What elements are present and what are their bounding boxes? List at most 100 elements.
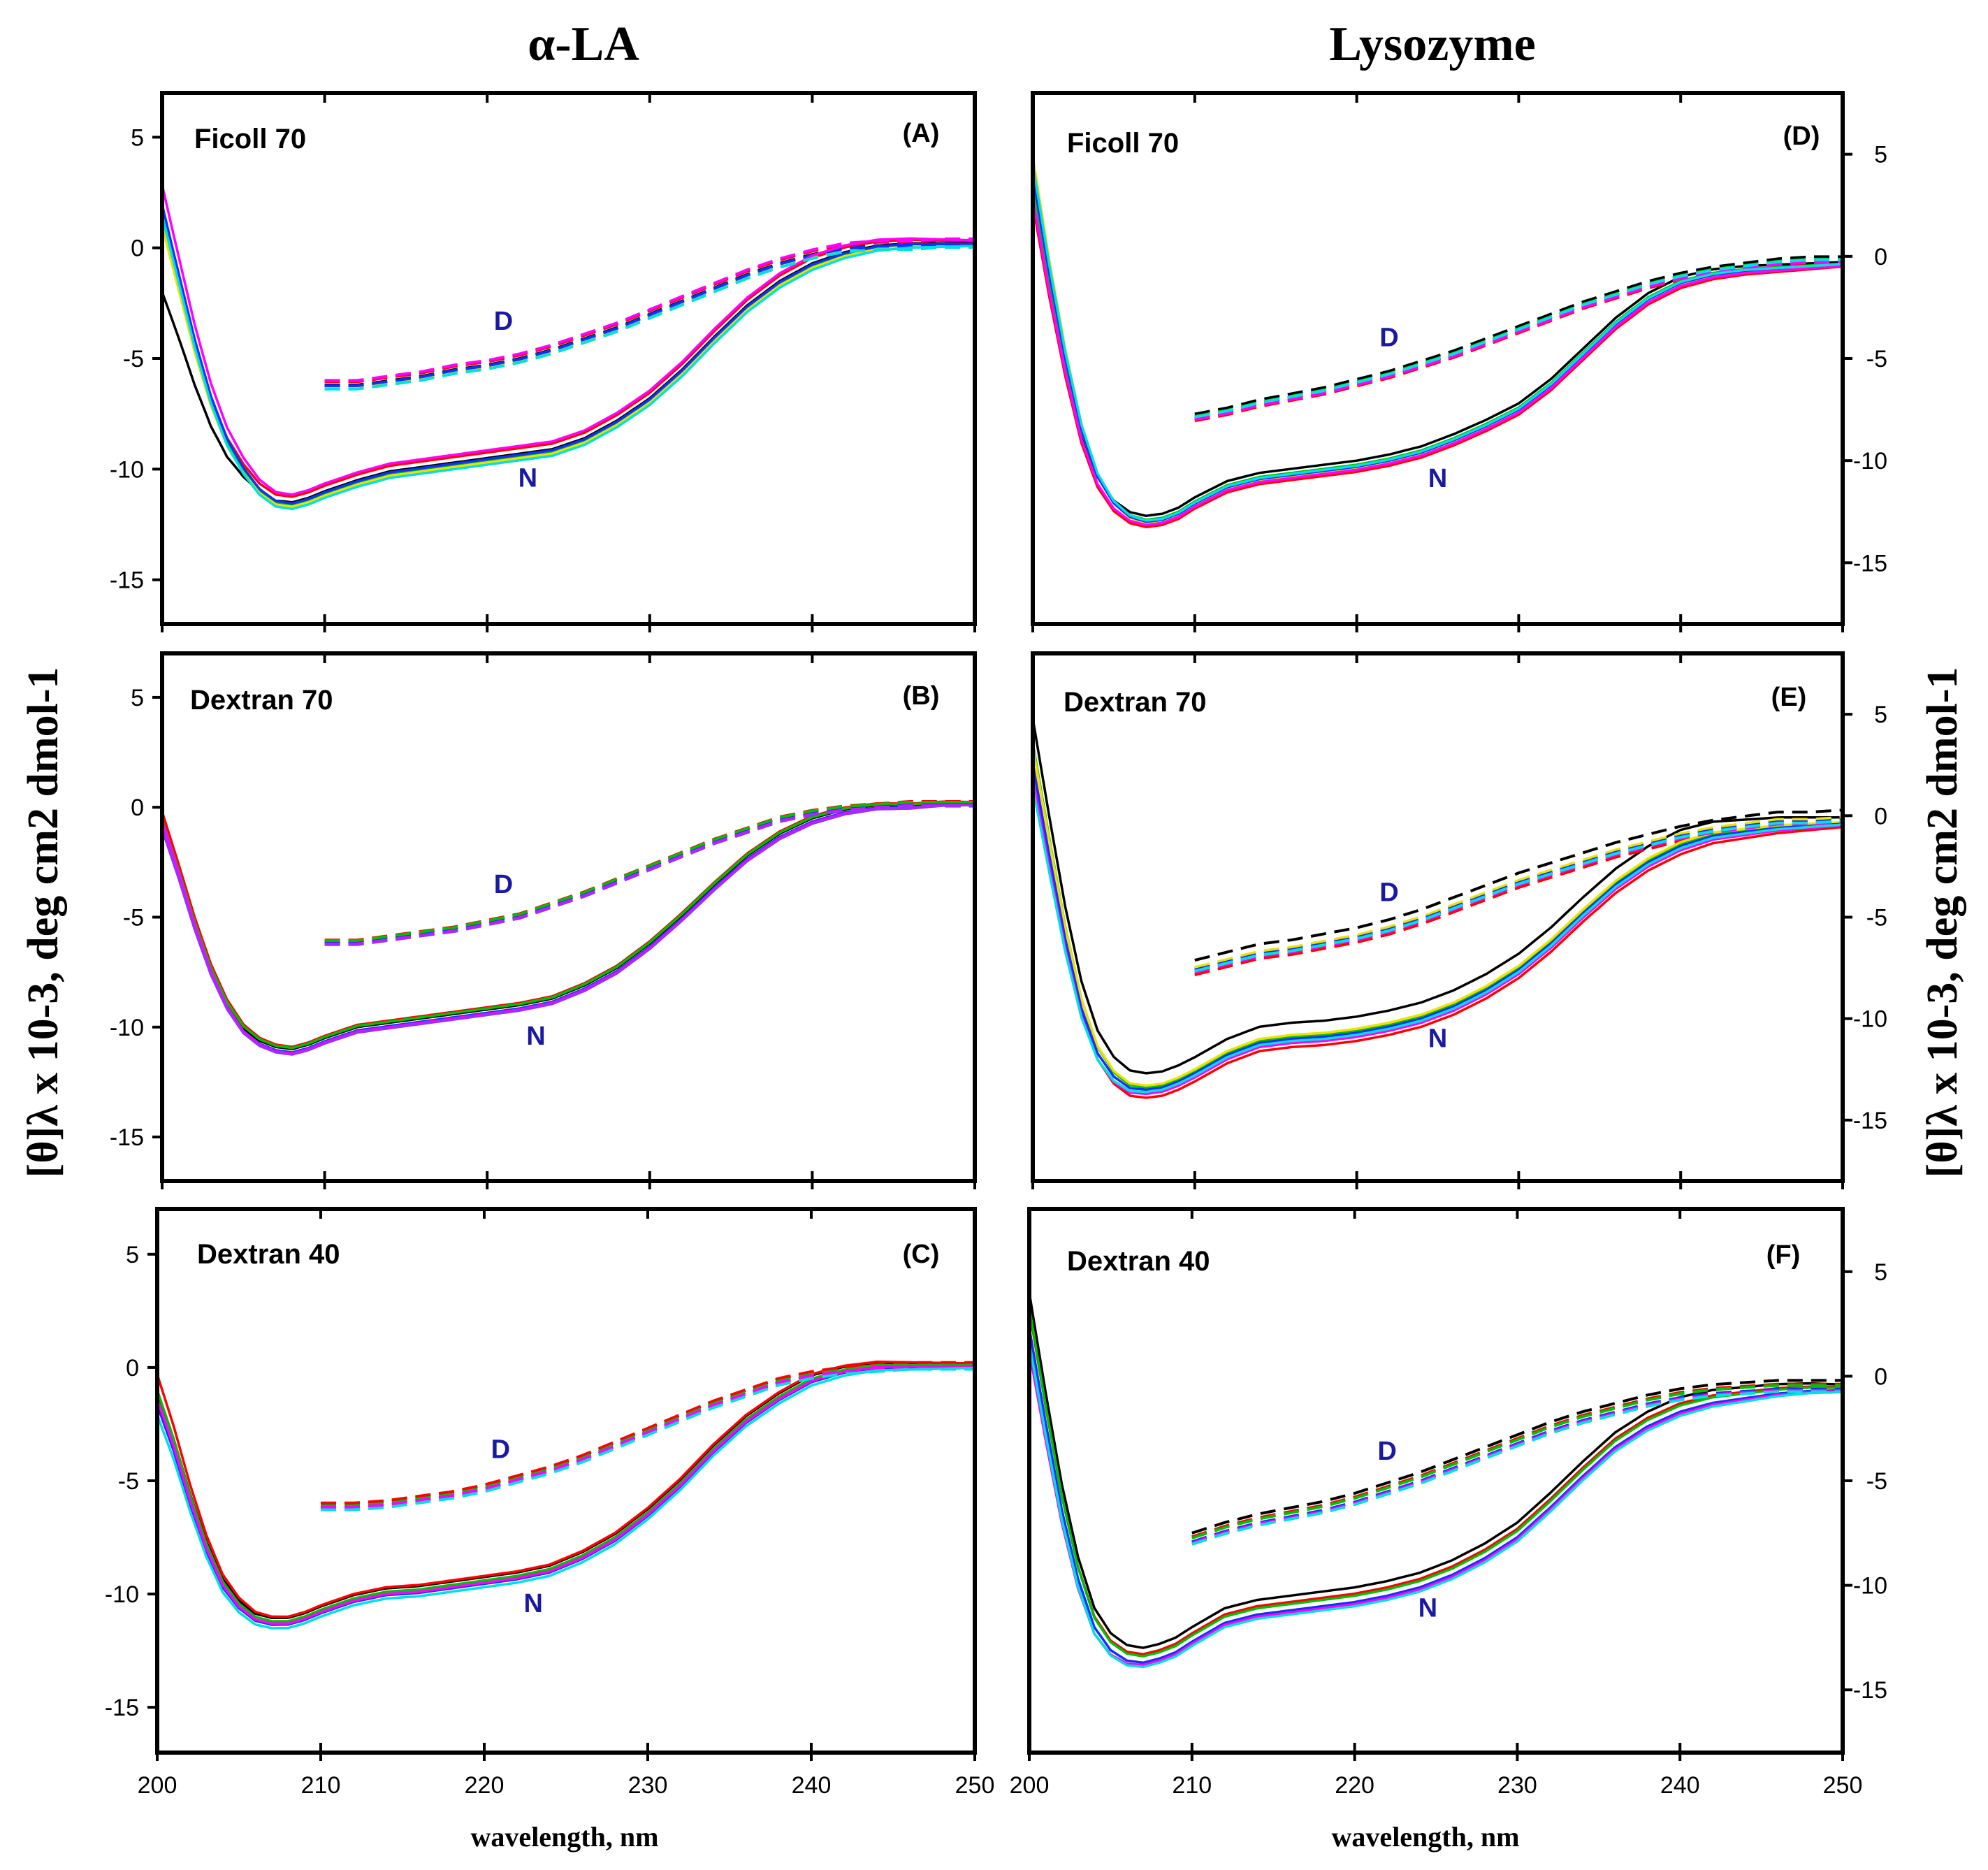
native-curve-cyan bbox=[1029, 1342, 1843, 1669]
y-tick-label: -5 bbox=[123, 346, 144, 372]
y-tick-label: -10 bbox=[110, 1015, 144, 1041]
panel-frame bbox=[1027, 1207, 1845, 1755]
denatured-curve-red bbox=[321, 1361, 975, 1505]
y-tick-label: 5 bbox=[1874, 1259, 1887, 1286]
y-tick-label: 0 bbox=[1874, 1363, 1887, 1390]
panels-container: 5 0 -5 -10 -15 Ficoll 70 (A) D N 5 0 -5 -10 -15 Dextra… bbox=[105, 91, 1887, 1799]
panel-title: Dextran 40 bbox=[197, 1239, 340, 1270]
panel-title: Ficoll 70 bbox=[194, 124, 306, 154]
x-tick-label: 230 bbox=[1497, 1772, 1537, 1799]
denatured-curve-cyan bbox=[1194, 819, 1843, 973]
curves-a bbox=[162, 184, 975, 511]
native-curve-black bbox=[162, 242, 975, 504]
panel-d: 5 0 -5 -10 -15 Ficoll 70 (D) D N bbox=[1031, 91, 1887, 632]
y-tick-label: 5 bbox=[126, 1242, 139, 1268]
denatured-curve-green bbox=[324, 801, 975, 943]
y-tick-label: 0 bbox=[1874, 803, 1887, 829]
panel-c: 200 210 220 230 240 250 5 0 -5 -10 -15 Dextran 40 (C… bbox=[105, 1207, 995, 1799]
x-tick-label: 210 bbox=[301, 1772, 341, 1799]
y-tick-label: -15 bbox=[110, 1124, 144, 1151]
native-curve-cyan bbox=[157, 1366, 975, 1630]
native-curve-blue bbox=[1029, 1328, 1843, 1665]
x-tick-label: 220 bbox=[465, 1772, 505, 1799]
native-curve-black bbox=[157, 1361, 975, 1620]
panel-e: 5 0 -5 -10 -15 Dextran 70 (E) D N bbox=[1031, 651, 1887, 1189]
denatured-curve-magenta bbox=[324, 804, 975, 945]
y-tick-label: -10 bbox=[1853, 1006, 1887, 1033]
native-curve-red bbox=[162, 224, 975, 498]
denatured-curve-black bbox=[1194, 809, 1843, 962]
denatured-curve-black bbox=[1194, 255, 1843, 416]
native-curve-blue bbox=[162, 204, 975, 505]
denatured-curve-cyan bbox=[324, 246, 975, 391]
x-tick-label: 200 bbox=[1010, 1772, 1050, 1799]
curve-label-n: N bbox=[1419, 1594, 1437, 1623]
curve-label-n: N bbox=[1428, 1024, 1447, 1053]
panel-b: 5 0 -5 -10 -15 Dextran 70 (B) D N bbox=[110, 651, 977, 1189]
curve-label-n: N bbox=[518, 464, 537, 493]
native-curve-red bbox=[162, 800, 975, 1048]
denatured-curve-cyan bbox=[1191, 1390, 1843, 1546]
native-curve-green bbox=[1033, 742, 1843, 1089]
y-tick-label: -5 bbox=[1866, 1468, 1887, 1495]
y-tick-label: -15 bbox=[1853, 1677, 1887, 1704]
curve-label-d: D bbox=[1379, 323, 1398, 352]
native-curve-magenta bbox=[1029, 1351, 1843, 1667]
curve-label-n: N bbox=[523, 1589, 542, 1618]
denatured-curve-cyan bbox=[321, 1368, 975, 1512]
y-tick-label: -15 bbox=[110, 567, 144, 594]
native-curve-black bbox=[162, 802, 975, 1051]
native-curve-cyan bbox=[1033, 787, 1843, 1094]
curve-label-n: N bbox=[1428, 464, 1447, 493]
y-tick-label: -10 bbox=[1853, 1573, 1887, 1600]
denatured-curve-magenta bbox=[321, 1365, 975, 1509]
y-axis-label-left: [θ]λ x 10-3, deg cm2 dmol-1 bbox=[20, 667, 67, 1178]
curve-label-d: D bbox=[494, 870, 513, 899]
native-curve-magenta bbox=[157, 1365, 975, 1625]
y-tick-label: 0 bbox=[131, 235, 144, 262]
native-curve-green bbox=[162, 801, 975, 1050]
denatured-curve-green bbox=[1191, 1384, 1843, 1539]
curve-label-d: D bbox=[1379, 878, 1398, 907]
x-tick-label: 220 bbox=[1335, 1772, 1374, 1799]
panel-frame bbox=[160, 651, 977, 1183]
y-tick-label: 0 bbox=[1874, 244, 1887, 270]
y-axis-label-right: [θ]λ x 10-3, deg cm2 dmol-1 bbox=[1919, 667, 1966, 1178]
y-tick-label: -10 bbox=[1853, 448, 1887, 474]
column-title-alpha-la: α-LA bbox=[528, 17, 639, 71]
native-curve-red bbox=[1033, 762, 1843, 1099]
denatured-curve-purple bbox=[324, 804, 975, 946]
native-curve-magenta bbox=[162, 184, 975, 496]
panel-letter: (E) bbox=[1771, 683, 1807, 712]
y-tick-label: -5 bbox=[1866, 346, 1887, 372]
y-tick-label: -15 bbox=[105, 1695, 139, 1721]
x-tick-label: 250 bbox=[955, 1772, 995, 1799]
native-curve-magenta bbox=[162, 803, 975, 1055]
native-curve-magenta bbox=[1033, 778, 1843, 1096]
native-curve-blue bbox=[157, 1365, 975, 1626]
native-curve-black bbox=[1033, 718, 1843, 1075]
y-tick-label: -5 bbox=[1866, 905, 1887, 932]
y-tick-label: 5 bbox=[1874, 702, 1887, 728]
curves-f bbox=[1029, 1292, 1843, 1669]
native-curve-purple bbox=[162, 804, 975, 1056]
denatured-curve-cyan bbox=[1194, 258, 1843, 419]
x-tick-label: 200 bbox=[138, 1772, 177, 1799]
curves-d bbox=[1033, 156, 1843, 528]
y-tick-label: 5 bbox=[1874, 142, 1887, 168]
denatured-curve-yellow bbox=[1194, 816, 1843, 969]
panel-letter: (C) bbox=[903, 1240, 940, 1269]
denatured-curve-black bbox=[1191, 1379, 1843, 1535]
panel-title: Dextran 40 bbox=[1067, 1246, 1210, 1277]
y-tick-label: -15 bbox=[1853, 550, 1887, 577]
x-tick-label: 240 bbox=[792, 1772, 832, 1799]
native-curve-yellow bbox=[162, 225, 975, 508]
curves-b bbox=[162, 800, 975, 1056]
y-tick-label: 0 bbox=[131, 795, 144, 821]
native-curve-blue bbox=[1033, 764, 1843, 1092]
y-tick-label: -10 bbox=[105, 1581, 139, 1608]
y-tick-label: -5 bbox=[123, 905, 144, 932]
panel-letter: (A) bbox=[903, 119, 940, 148]
native-curve-green bbox=[157, 1363, 975, 1623]
x-tick-label: 250 bbox=[1823, 1772, 1863, 1799]
